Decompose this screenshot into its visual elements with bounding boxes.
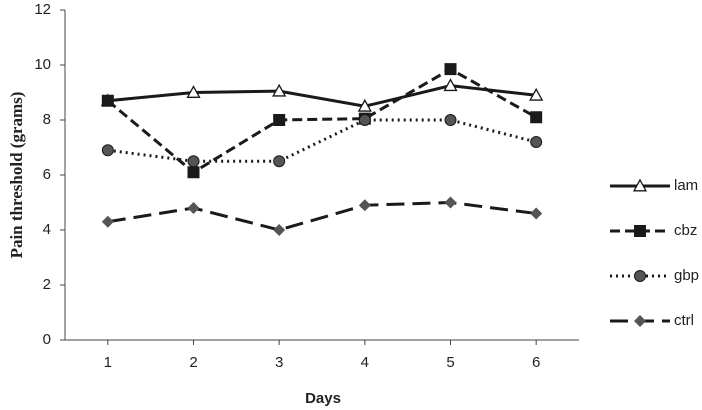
marker bbox=[444, 196, 457, 209]
marker bbox=[101, 94, 114, 107]
x-tick-label: 1 bbox=[104, 354, 112, 371]
marker bbox=[444, 114, 457, 126]
marker bbox=[357, 98, 372, 112]
marker bbox=[272, 83, 287, 97]
x-tick-label: 3 bbox=[275, 354, 283, 371]
legend-label: gbp bbox=[674, 267, 699, 284]
series-line bbox=[106, 67, 537, 175]
marker bbox=[530, 136, 543, 148]
x-tick-label: 4 bbox=[361, 354, 369, 371]
series-line bbox=[107, 84, 537, 108]
legend-label: lam bbox=[674, 177, 698, 194]
marker bbox=[358, 114, 371, 126]
y-axis-label: Pain threshold (grams) bbox=[7, 92, 26, 259]
series-line bbox=[107, 200, 537, 232]
marker bbox=[530, 207, 543, 220]
x-tick-label: 5 bbox=[446, 354, 454, 371]
legend-label: cbz bbox=[674, 222, 697, 239]
y-tick-label: 4 bbox=[43, 221, 51, 238]
marker bbox=[632, 178, 648, 192]
marker bbox=[187, 202, 200, 214]
y-tick-label: 0 bbox=[43, 331, 51, 348]
marker bbox=[273, 114, 286, 126]
marker bbox=[186, 85, 201, 98]
legend-label: ctrl bbox=[674, 312, 694, 329]
marker bbox=[187, 155, 200, 168]
marker bbox=[273, 224, 286, 236]
y-tick-label: 6 bbox=[43, 166, 51, 183]
y-tick-label: 8 bbox=[43, 111, 51, 128]
marker bbox=[101, 144, 114, 157]
series-line bbox=[107, 118, 537, 163]
marker bbox=[358, 199, 371, 212]
y-tick-label: 12 bbox=[34, 1, 51, 18]
marker bbox=[529, 87, 544, 101]
marker bbox=[634, 270, 646, 282]
marker bbox=[444, 63, 457, 76]
y-tick-label: 2 bbox=[43, 276, 51, 293]
marker bbox=[187, 166, 200, 179]
marker bbox=[634, 315, 646, 327]
marker bbox=[530, 111, 543, 124]
x-tick-label: 2 bbox=[189, 354, 197, 371]
marker bbox=[443, 78, 458, 92]
y-tick-label: 10 bbox=[34, 56, 51, 73]
marker bbox=[101, 215, 114, 228]
x-axis-label: Days bbox=[305, 390, 341, 407]
marker bbox=[273, 155, 286, 168]
marker bbox=[634, 225, 646, 237]
x-tick-label: 6 bbox=[532, 354, 540, 371]
